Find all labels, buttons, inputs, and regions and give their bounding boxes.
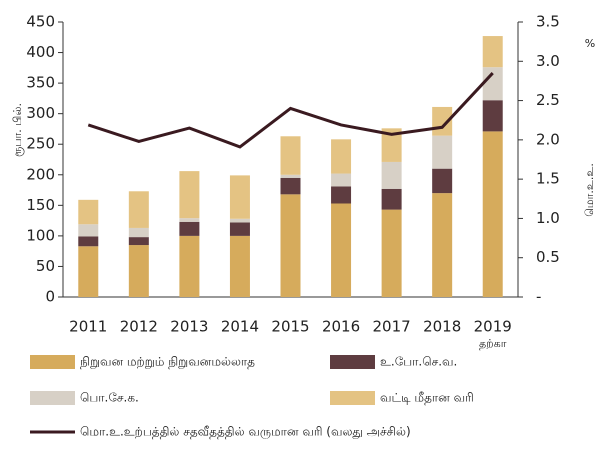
y-tick-label: 50 [36, 257, 55, 275]
y2-tick-label: 1.5 [536, 170, 560, 188]
bar-segment [331, 139, 352, 174]
bar-segment [229, 222, 250, 236]
bar-segment [482, 36, 503, 68]
x-tick-label: 2014 [221, 318, 259, 336]
bar-segment [179, 221, 200, 236]
y2-tick-label: 0.5 [536, 248, 560, 266]
bar-segment [128, 227, 149, 238]
bar-segment [78, 236, 99, 247]
bar-segment [280, 194, 301, 297]
y-tick-label: 350 [26, 74, 55, 92]
legend-swatch [30, 355, 75, 369]
bar-segment [78, 224, 99, 237]
bar-segment [78, 246, 99, 297]
y2-tick-label: 3.5 [536, 13, 560, 31]
y2-tick-label: 2.5 [536, 91, 560, 109]
y2-axis-label: மொ.உ.உ. [583, 163, 596, 217]
x-tick-label: 2017 [373, 318, 411, 336]
legend-swatch [30, 391, 75, 405]
x-tick-label: 2019 [474, 318, 512, 336]
bar-segment [179, 235, 200, 297]
line-series [87, 72, 494, 149]
y-tick-label: 400 [26, 43, 55, 61]
x-tick-label: 2012 [120, 318, 158, 336]
bar-segment [229, 175, 250, 219]
legend-label: நிறுவன மற்றும் நிறுவனமல்லாத [80, 355, 255, 370]
bar-segment [280, 174, 301, 178]
bar-segment [280, 177, 301, 195]
bar-segment [331, 186, 352, 204]
bar-segment [381, 161, 402, 189]
y-tick-label: 200 [26, 165, 55, 183]
bar-segment [179, 171, 200, 219]
x-tick-label: 2016 [322, 318, 360, 336]
y2-tick-label: - [536, 288, 541, 306]
bar-segment [331, 173, 352, 187]
y-tick-label: 0 [45, 288, 55, 306]
category-note: தற்கா [479, 337, 507, 350]
bar-segment [229, 235, 250, 297]
y-tick-label: 150 [26, 196, 55, 214]
bar-segment [128, 245, 149, 297]
bar-segment [482, 100, 503, 132]
bar-segment [179, 218, 200, 222]
x-tick-label: 2015 [271, 318, 309, 336]
bar-segment [432, 135, 453, 169]
y2-tick-label: 3.0 [536, 52, 560, 70]
bar-segment [381, 128, 402, 162]
bar-segment [280, 136, 301, 175]
x-tick-label: 2011 [69, 318, 107, 336]
y-tick-label: 250 [26, 135, 55, 153]
bar-segment [381, 209, 402, 297]
y-axis-label: ரூபா. பில். [11, 103, 24, 157]
legend-label: உ.போ.செ.வ. [380, 355, 457, 369]
legend-swatch [330, 355, 375, 369]
bar-segment [128, 191, 149, 228]
bar-segment [381, 188, 402, 210]
bar-segment [432, 193, 453, 297]
y2-tick-label: 1.0 [536, 209, 560, 227]
bar-segment [229, 218, 250, 223]
legend-label: மொ.உ.உற்பத்தில் சதவீதத்தில் வருமான வரி (… [80, 425, 411, 440]
y-tick-label: 100 [26, 226, 55, 244]
bar-segment [482, 131, 503, 297]
x-tick-label: 2013 [170, 318, 208, 336]
x-tick-label: 2018 [423, 318, 461, 336]
bar-segment [432, 168, 453, 194]
y-tick-label: 450 [26, 13, 55, 31]
y-tick-label: 300 [26, 104, 55, 122]
legend-label: பொ.சே.க. [80, 391, 139, 405]
bar-segment [128, 237, 149, 246]
legend-label: வட்டி மீதான வரி [380, 391, 474, 405]
bar-segment [78, 199, 99, 225]
y2-tick-label: 2.0 [536, 130, 560, 148]
legend-swatch [330, 391, 375, 405]
y2-axis-unit: % [585, 37, 595, 50]
bar-segment [331, 203, 352, 297]
bar-segment [482, 67, 503, 101]
